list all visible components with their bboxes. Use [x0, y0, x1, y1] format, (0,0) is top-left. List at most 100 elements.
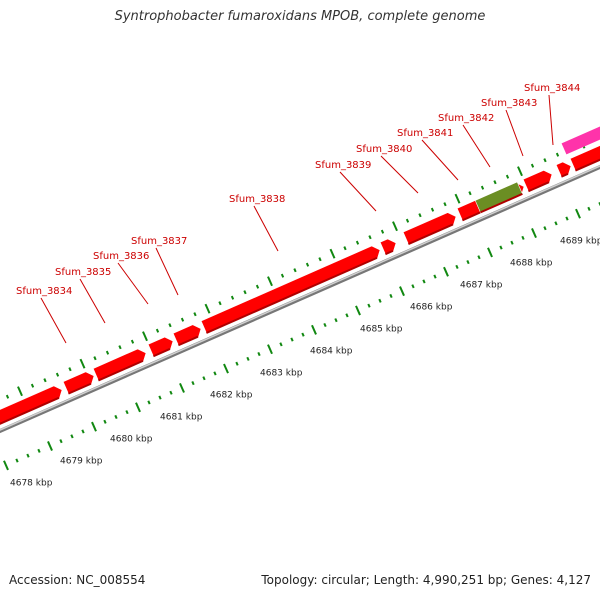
gene-arrow [522, 169, 553, 193]
gene-arrow-shape [200, 245, 381, 335]
scale-tick [378, 298, 382, 303]
outer-tick [392, 221, 398, 232]
outer-tick [193, 312, 197, 317]
outer-tick [468, 191, 472, 196]
gene-arrow-shade [528, 181, 550, 193]
gene-arrow-shape [172, 324, 202, 347]
gene-arrow [402, 212, 457, 246]
gene-arrow-shape [62, 371, 95, 395]
outer-tick [505, 174, 510, 179]
scale-label: 4683 kbp [260, 369, 303, 379]
outer-tick [55, 372, 60, 377]
rna-feature [474, 181, 524, 214]
outer-tick [93, 356, 97, 361]
scale-tick [202, 376, 206, 381]
scale-tick [587, 206, 591, 211]
feature-layer [0, 122, 600, 431]
outer-tick [318, 257, 322, 262]
scale-tick [499, 245, 503, 250]
outer-tick [517, 166, 523, 177]
scale-tick [301, 332, 305, 337]
gene-label: Sfum_3840 [356, 144, 412, 155]
outer-tick [355, 240, 360, 245]
scale-tick [575, 208, 581, 219]
outer-tick [443, 202, 447, 207]
scale-tick [367, 303, 371, 308]
outer-tick [68, 367, 72, 372]
gene-label: Sfum_3842 [438, 113, 494, 124]
scale-tick [59, 439, 63, 444]
gene-label: Sfum_3841 [397, 128, 453, 139]
scale-tick [389, 293, 393, 299]
scale-tick [267, 344, 273, 355]
backbone-line-highlight [0, 165, 600, 431]
scale-label: 4681 kbp [160, 413, 203, 423]
gene-label: Sfum_3836 [93, 251, 149, 262]
gene-arrow-shade [462, 211, 482, 222]
scale-tick [81, 429, 85, 434]
tick-layer [3, 136, 600, 471]
outer-tick [368, 235, 372, 240]
gene-arrow-shape [147, 336, 174, 358]
gene-arrow-shade [178, 335, 199, 347]
gene-arrow-shape [569, 143, 600, 172]
outer-tick [142, 331, 148, 342]
gene-label: Sfum_3843 [481, 98, 537, 109]
scale-tick [169, 390, 173, 395]
outer-tick [430, 207, 435, 212]
scale-tick [114, 414, 118, 420]
gene-arrow-shade [68, 382, 92, 395]
rna-feature-shade [480, 192, 523, 214]
outer-tick [180, 317, 185, 322]
scale-label: 4682 kbp [210, 391, 253, 401]
scale-tick [191, 381, 195, 386]
scale-tick [290, 337, 294, 342]
gene-arrow [0, 385, 63, 431]
outer-tick [418, 213, 422, 218]
outer-tick [168, 323, 172, 328]
scale-tick [91, 421, 97, 432]
scale-tick [311, 324, 317, 335]
gene-arrow-shade [408, 223, 454, 245]
scale-tick [257, 351, 261, 357]
gene-arrow-shade [385, 249, 394, 256]
outer-tick [43, 378, 47, 383]
outer-tick [454, 193, 461, 204]
scale-tick [466, 260, 470, 265]
scale-tick [477, 255, 481, 260]
gene-arrow-shape [522, 169, 553, 193]
rna-feature-shape [474, 181, 524, 214]
outer-tick [493, 180, 497, 185]
scale-label: 4688 kbp [510, 259, 553, 269]
scale-tick [510, 240, 514, 245]
gene-label-leader [421, 139, 459, 181]
backbone-layer [0, 164, 600, 434]
scale-tick [565, 216, 569, 221]
gene-label-leader [339, 171, 377, 212]
outer-tick [293, 268, 297, 273]
gene-arrow-shade [561, 172, 569, 178]
scale-tick [443, 266, 449, 277]
scale-tick [411, 284, 415, 289]
outer-tick [30, 383, 35, 388]
scale-label: 4684 kbp [310, 347, 353, 357]
scale-tick [47, 441, 53, 451]
gene-label-leader [155, 247, 179, 296]
outer-tick [305, 262, 310, 267]
outer-tick [329, 248, 336, 259]
gene-label-leader [462, 124, 491, 168]
scale-tick [543, 226, 547, 231]
outer-tick [555, 152, 560, 157]
genome-summary-text: Topology: circular; Length: 4,990,251 bp… [261, 573, 591, 587]
gene-label: Sfum_3838 [229, 194, 285, 205]
scale-tick [213, 371, 217, 376]
outer-tick [267, 276, 273, 287]
scale-tick [422, 279, 426, 284]
scale-tick [355, 305, 361, 316]
gene-label: Sfum_3844 [524, 83, 580, 94]
scale-label: 4680 kbp [110, 435, 153, 445]
gene-label: Sfum_3835 [55, 267, 111, 278]
scale-tick [433, 274, 437, 279]
scale-tick [223, 363, 229, 374]
